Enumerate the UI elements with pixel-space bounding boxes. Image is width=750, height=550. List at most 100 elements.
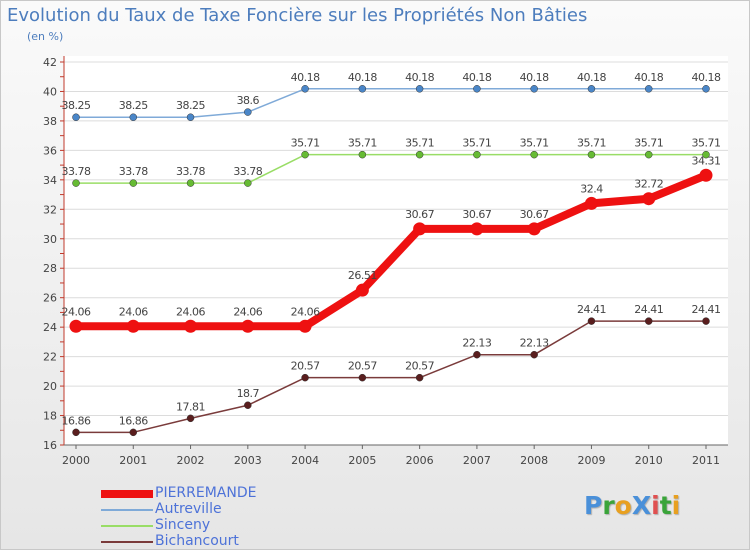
data-point (358, 150, 367, 159)
data-label: 24.06 (176, 305, 205, 318)
data-label: 20.57 (291, 360, 320, 373)
data-point (129, 113, 138, 121)
y-tick-label: 28 (43, 262, 57, 275)
data-label: 22.13 (520, 337, 549, 350)
data-label: 35.71 (692, 137, 721, 150)
x-tick-label: 2007 (463, 454, 491, 467)
data-point (473, 150, 481, 159)
data-point (186, 179, 195, 187)
data-label: 16.86 (119, 414, 148, 427)
x-tick-label: 2001 (119, 454, 147, 467)
legend-swatch (101, 509, 153, 511)
data-point (184, 319, 198, 333)
data-label: 30.67 (520, 208, 549, 221)
logo-letter: X (631, 491, 652, 520)
data-point (702, 85, 710, 93)
proxiti-logo: ProXiti (584, 491, 680, 520)
y-tick-label: 32 (43, 203, 57, 216)
legend-swatch (101, 490, 153, 498)
data-point (644, 317, 653, 325)
data-label: 24.06 (62, 305, 91, 318)
data-point (530, 85, 538, 93)
data-point (72, 428, 80, 437)
data-point (587, 150, 596, 159)
data-label: 33.78 (176, 165, 205, 178)
data-label: 33.78 (62, 165, 91, 178)
data-point (358, 373, 367, 382)
data-point (72, 113, 80, 121)
data-point (358, 85, 367, 93)
x-tick-label: 2008 (520, 454, 548, 467)
x-tick-label: 2011 (692, 454, 720, 467)
data-label: 34.31 (692, 154, 721, 167)
x-tick-label: 2005 (348, 454, 376, 467)
data-point (186, 414, 195, 423)
data-point (702, 150, 710, 159)
y-tick-label: 22 (43, 351, 57, 364)
y-tick-label: 18 (43, 410, 57, 423)
logo-letter: i (671, 491, 681, 520)
data-label: 24.41 (634, 303, 663, 316)
data-label: 40.18 (692, 71, 721, 84)
data-point (702, 317, 710, 325)
data-label: 40.18 (405, 71, 434, 84)
y-tick-label: 16 (43, 439, 57, 452)
logo-letter: o (614, 491, 632, 520)
data-label: 35.71 (348, 137, 377, 150)
data-label: 40.18 (520, 71, 549, 84)
y-tick-label: 40 (43, 85, 57, 98)
y-tick-label: 36 (43, 144, 57, 157)
y-tick-label: 38 (43, 115, 57, 128)
data-point (244, 179, 252, 187)
logo-letter: P (584, 491, 603, 520)
data-point (69, 319, 83, 333)
data-label: 16.86 (62, 414, 91, 427)
data-point (186, 113, 195, 121)
data-label: 40.18 (291, 71, 320, 84)
data-label: 26.51 (348, 269, 377, 282)
data-point (530, 150, 538, 159)
legend-label: PIERREMANDE (155, 485, 257, 501)
data-label: 38.25 (119, 99, 148, 112)
data-point (415, 85, 424, 93)
y-tick-label: 20 (43, 380, 57, 393)
data-label: 24.41 (692, 303, 721, 316)
data-point (355, 283, 369, 297)
y-tick-label: 24 (43, 321, 57, 334)
data-label: 40.18 (348, 71, 377, 84)
data-point (587, 85, 596, 93)
data-label: 38.6 (237, 94, 260, 107)
data-label: 40.18 (634, 71, 663, 84)
data-point (301, 150, 309, 159)
legend-label: Sinceny (155, 517, 211, 533)
data-point (298, 319, 312, 333)
data-label: 35.71 (405, 137, 434, 150)
x-tick-label: 2010 (635, 454, 663, 467)
series-line-sinceny (76, 153, 706, 184)
y-tick-label: 30 (43, 233, 57, 246)
data-point (473, 350, 481, 359)
data-point (129, 428, 138, 437)
data-label: 33.78 (119, 165, 148, 178)
logo-letter: r (602, 491, 615, 520)
data-label: 20.57 (405, 360, 434, 373)
data-point (244, 401, 252, 409)
data-point (126, 319, 140, 333)
unit-label: (en %) (27, 30, 64, 43)
data-point (301, 373, 309, 382)
data-point (470, 222, 484, 236)
data-label: 38.25 (176, 99, 205, 112)
x-tick-label: 2003 (234, 454, 262, 467)
logo-letter: t (659, 491, 672, 520)
data-point (644, 85, 653, 93)
data-label: 17.81 (176, 400, 205, 413)
data-label: 24.41 (577, 303, 606, 316)
data-point (587, 317, 596, 325)
x-tick-label: 2009 (577, 454, 605, 467)
data-point (244, 108, 252, 116)
data-label: 32.72 (634, 178, 663, 191)
data-label: 33.78 (233, 165, 262, 178)
data-label: 38.25 (62, 99, 91, 112)
